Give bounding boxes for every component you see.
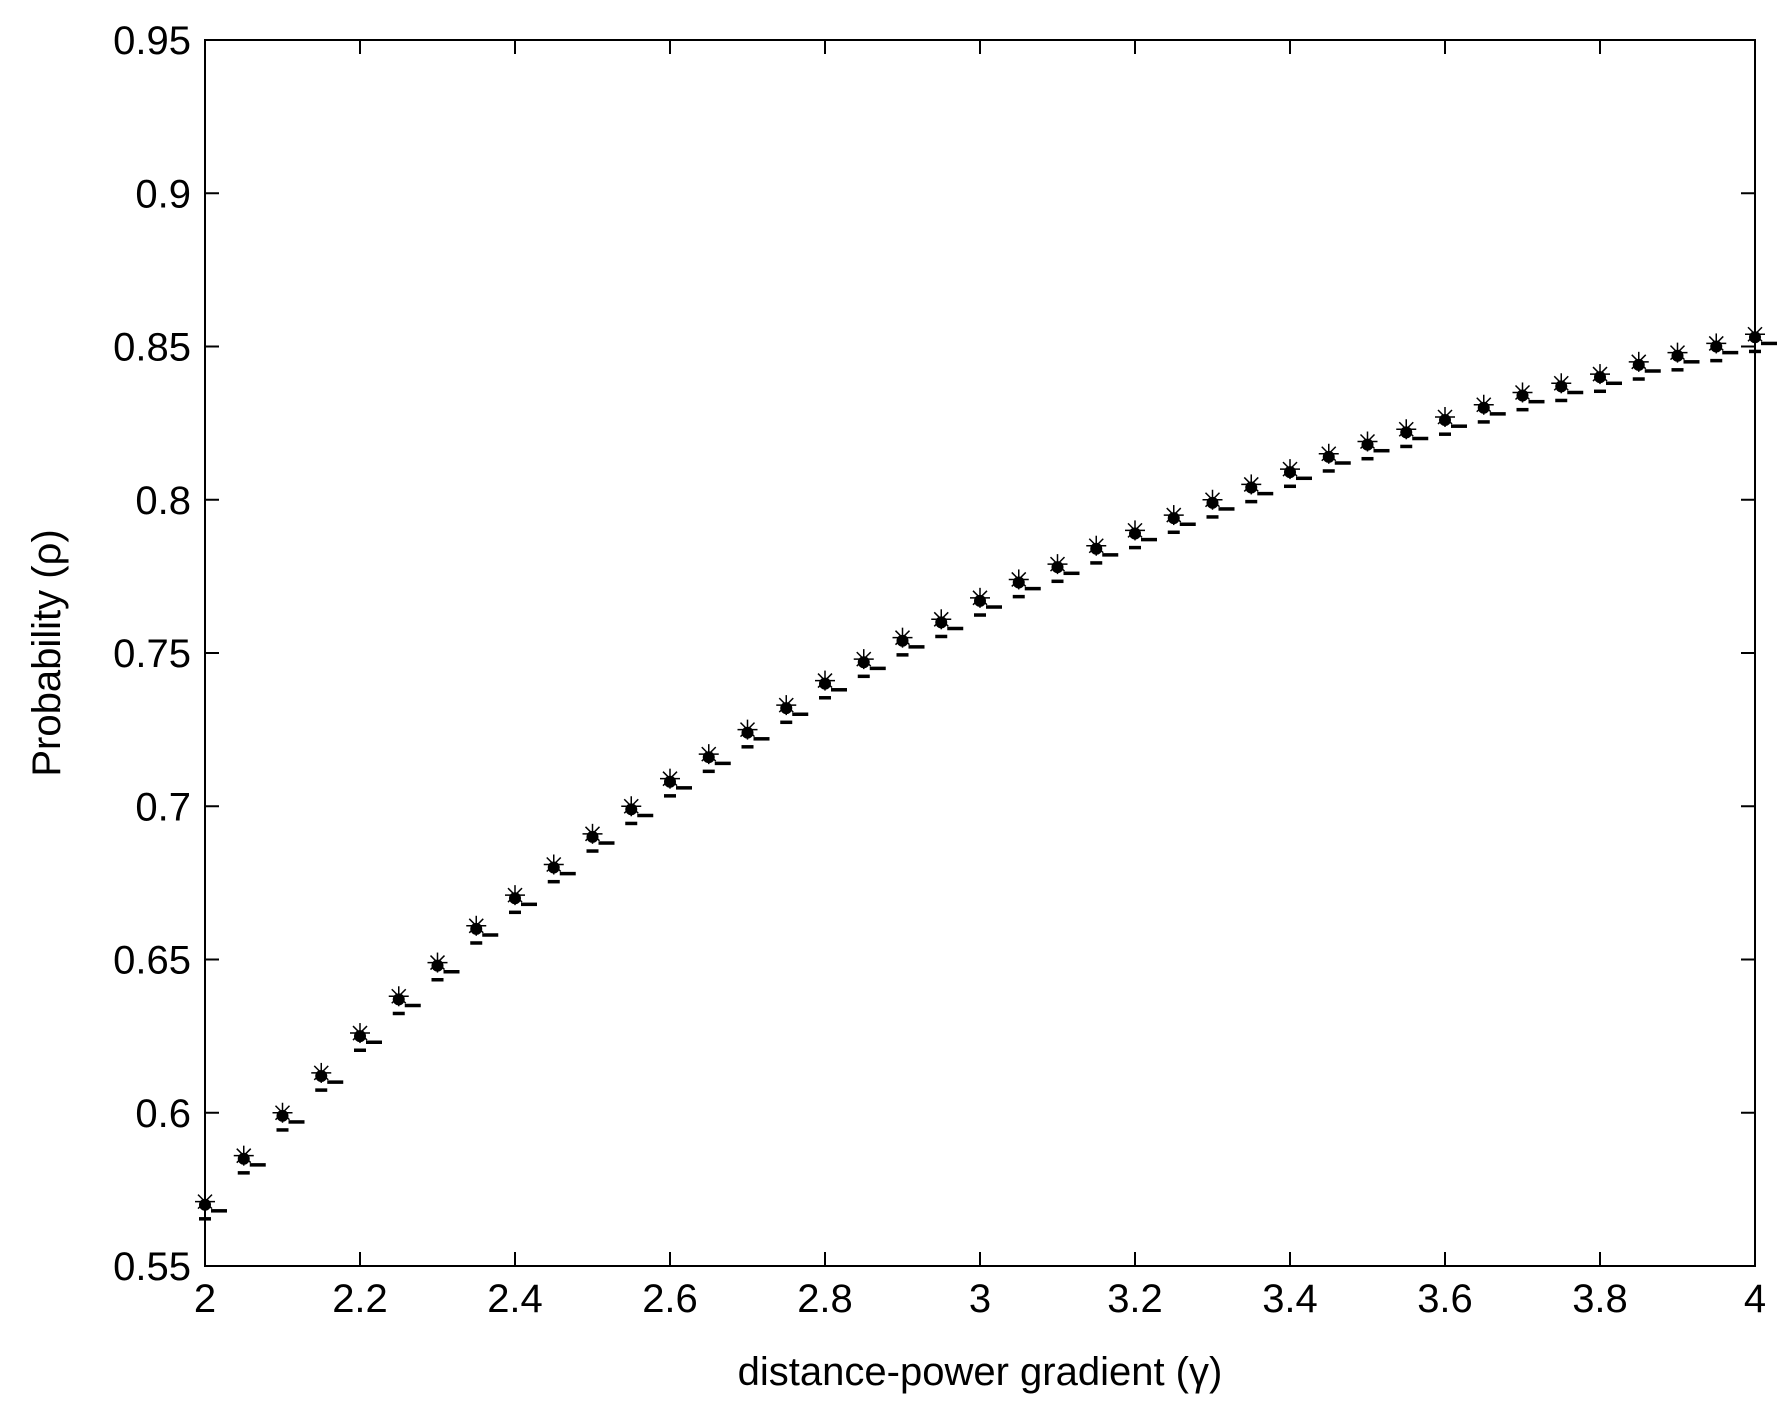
dot-marker xyxy=(354,1030,366,1043)
y-tick-label: 0.8 xyxy=(135,479,191,523)
dot-marker xyxy=(1439,414,1451,427)
dot-marker xyxy=(935,616,948,629)
dot-marker xyxy=(1555,380,1568,393)
dot-marker xyxy=(199,1198,211,1211)
dot-marker xyxy=(1749,331,1761,344)
dot-marker xyxy=(819,677,831,690)
x-axis-ticks: 2 2.2 2.4 2.6 2.8 3 3.2 3.4 3.6 3.8 4 xyxy=(194,40,1766,1321)
x-tick-label: 3 xyxy=(969,1277,991,1321)
dot-marker xyxy=(315,1069,328,1082)
dot-marker xyxy=(1710,340,1723,353)
dot-marker xyxy=(1090,542,1103,555)
y-tick-label: 0.9 xyxy=(135,172,191,216)
y-tick-label: 0.75 xyxy=(113,632,191,676)
plot-area xyxy=(204,39,1756,1267)
dot-marker xyxy=(276,1109,289,1122)
y-tick-label: 0.6 xyxy=(135,1092,191,1136)
x-tick-label: 3.4 xyxy=(1262,1277,1318,1321)
y-tick-label: 0.65 xyxy=(113,939,191,983)
y-tick-label: 0.55 xyxy=(113,1245,191,1289)
dot-marker xyxy=(237,1152,250,1165)
y-axis-title: Probability (ρ) xyxy=(25,529,69,776)
y-tick-label: 0.85 xyxy=(113,326,191,370)
dot-marker xyxy=(1477,401,1490,414)
dot-marker xyxy=(1167,512,1180,525)
y-axis-ticks: 0.55 0.6 0.65 0.7 0.75 0.8 0.85 0.9 0.95 xyxy=(113,19,1755,1289)
dot-marker xyxy=(664,775,676,788)
dot-marker xyxy=(1594,371,1606,384)
dot-marker xyxy=(586,830,599,843)
dot-marker xyxy=(470,922,483,935)
dot-marker xyxy=(974,594,986,607)
x-tick-label: 4 xyxy=(1744,1277,1766,1321)
x-tick-label: 3.8 xyxy=(1572,1277,1628,1321)
x-tick-label: 2.2 xyxy=(332,1277,388,1321)
x-tick-label: 2.8 xyxy=(797,1277,853,1321)
dot-marker xyxy=(741,726,754,739)
dot-marker xyxy=(509,892,521,905)
y-tick-label: 0.95 xyxy=(113,19,191,63)
dot-marker xyxy=(431,959,444,972)
dot-marker xyxy=(625,803,638,816)
x-axis-title: distance-power gradient (γ) xyxy=(738,1350,1223,1394)
x-tick-label: 3.2 xyxy=(1107,1277,1163,1321)
dot-marker xyxy=(1632,358,1645,371)
dot-marker xyxy=(857,656,870,669)
x-tick-label: 2.6 xyxy=(642,1277,698,1321)
x-tick-label: 2 xyxy=(194,1277,216,1321)
dot-marker xyxy=(1206,496,1219,509)
dot-marker xyxy=(547,861,560,874)
x-tick-label: 3.6 xyxy=(1417,1277,1473,1321)
dot-marker xyxy=(1284,466,1296,479)
dot-marker xyxy=(1245,481,1258,494)
dot-marker xyxy=(1129,527,1141,540)
dot-marker xyxy=(896,634,909,647)
dot-marker xyxy=(1012,576,1025,589)
dot-marker xyxy=(1361,438,1374,451)
dot-marker xyxy=(1516,389,1529,402)
x-tick-label: 2.4 xyxy=(487,1277,543,1321)
dot-marker xyxy=(1671,349,1684,362)
data-points xyxy=(195,324,1777,1221)
dot-marker xyxy=(392,993,405,1006)
dot-marker xyxy=(702,751,715,764)
dot-marker xyxy=(780,702,793,715)
dot-marker xyxy=(1400,426,1413,439)
y-tick-label: 0.7 xyxy=(135,785,191,829)
dot-marker xyxy=(1322,450,1335,463)
dot-marker xyxy=(1051,561,1064,574)
